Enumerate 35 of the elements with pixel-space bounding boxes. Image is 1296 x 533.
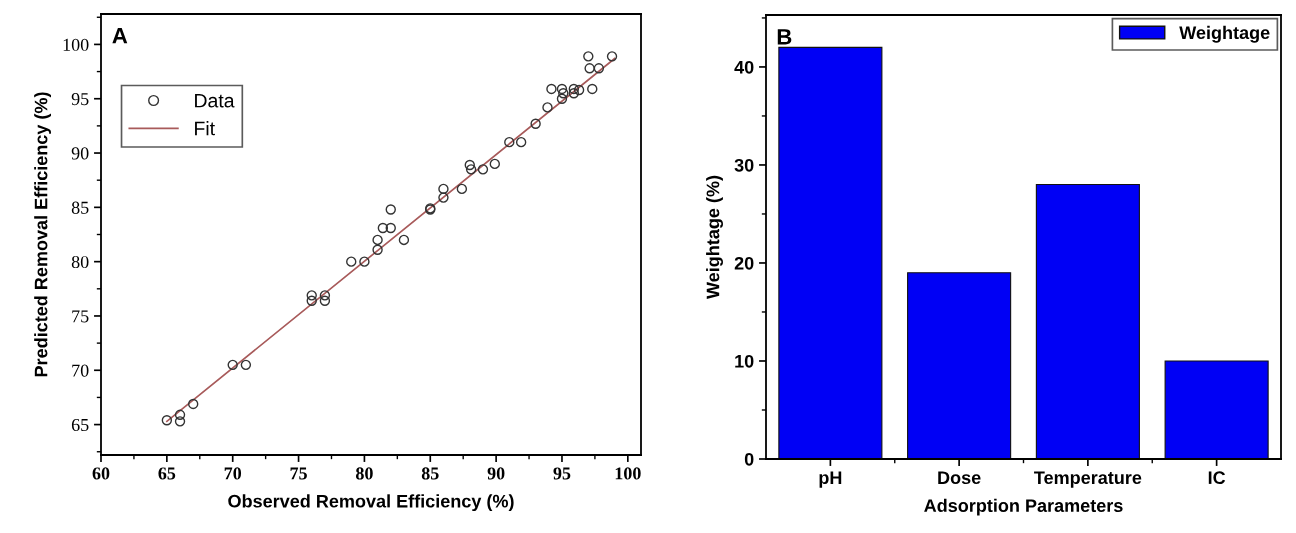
x-tick-label: 65 <box>158 467 176 480</box>
y-tick-label: 0 <box>744 452 754 466</box>
x-tick-label: Dose <box>938 471 981 485</box>
y-tick-label: 70 <box>72 364 89 377</box>
x-tick-label: 90 <box>487 467 505 480</box>
x-tick-label: pH <box>819 471 842 488</box>
x-tick-label: 100 <box>615 467 641 480</box>
y-tick-label: 85 <box>71 201 89 214</box>
y-tick-label: 100 <box>63 38 89 51</box>
legend-label: Fit <box>195 121 215 136</box>
y-axis-title: Predicted Removal Efficiency (%) <box>34 92 51 377</box>
x-tick-label: 80 <box>355 467 373 480</box>
x-tick-label: 95 <box>553 467 571 480</box>
x-tick-label: Temperature <box>1034 471 1142 488</box>
y-tick-label: 80 <box>71 255 89 269</box>
y-axis-title: Weightage (%) <box>706 175 723 300</box>
y-tick-label: 75 <box>72 310 89 323</box>
x-tick-label: 85 <box>421 467 439 480</box>
x-tick-label: 70 <box>224 467 242 480</box>
x-axis-title: Adsorption Parameters <box>924 498 1123 516</box>
legend-label: Data <box>195 93 235 108</box>
y-tick-label: 30 <box>734 158 754 172</box>
x-tick-label: 60 <box>92 467 110 480</box>
x-tick-label: IC <box>1208 471 1226 485</box>
y-tick-label: 20 <box>734 256 754 270</box>
y-tick-label: 10 <box>735 354 754 368</box>
y-tick-label: 40 <box>734 60 754 74</box>
annotation: B <box>777 29 792 45</box>
y-tick-label: 95 <box>71 93 89 106</box>
y-tick-label: 90 <box>71 147 89 160</box>
x-tick-label: 75 <box>290 467 307 480</box>
y-tick-label: 65 <box>71 418 89 432</box>
legend-label: Weightage <box>1179 25 1270 43</box>
annotation: A <box>112 28 128 44</box>
x-axis-title: Observed Removal Efficiency (%) <box>228 494 514 512</box>
